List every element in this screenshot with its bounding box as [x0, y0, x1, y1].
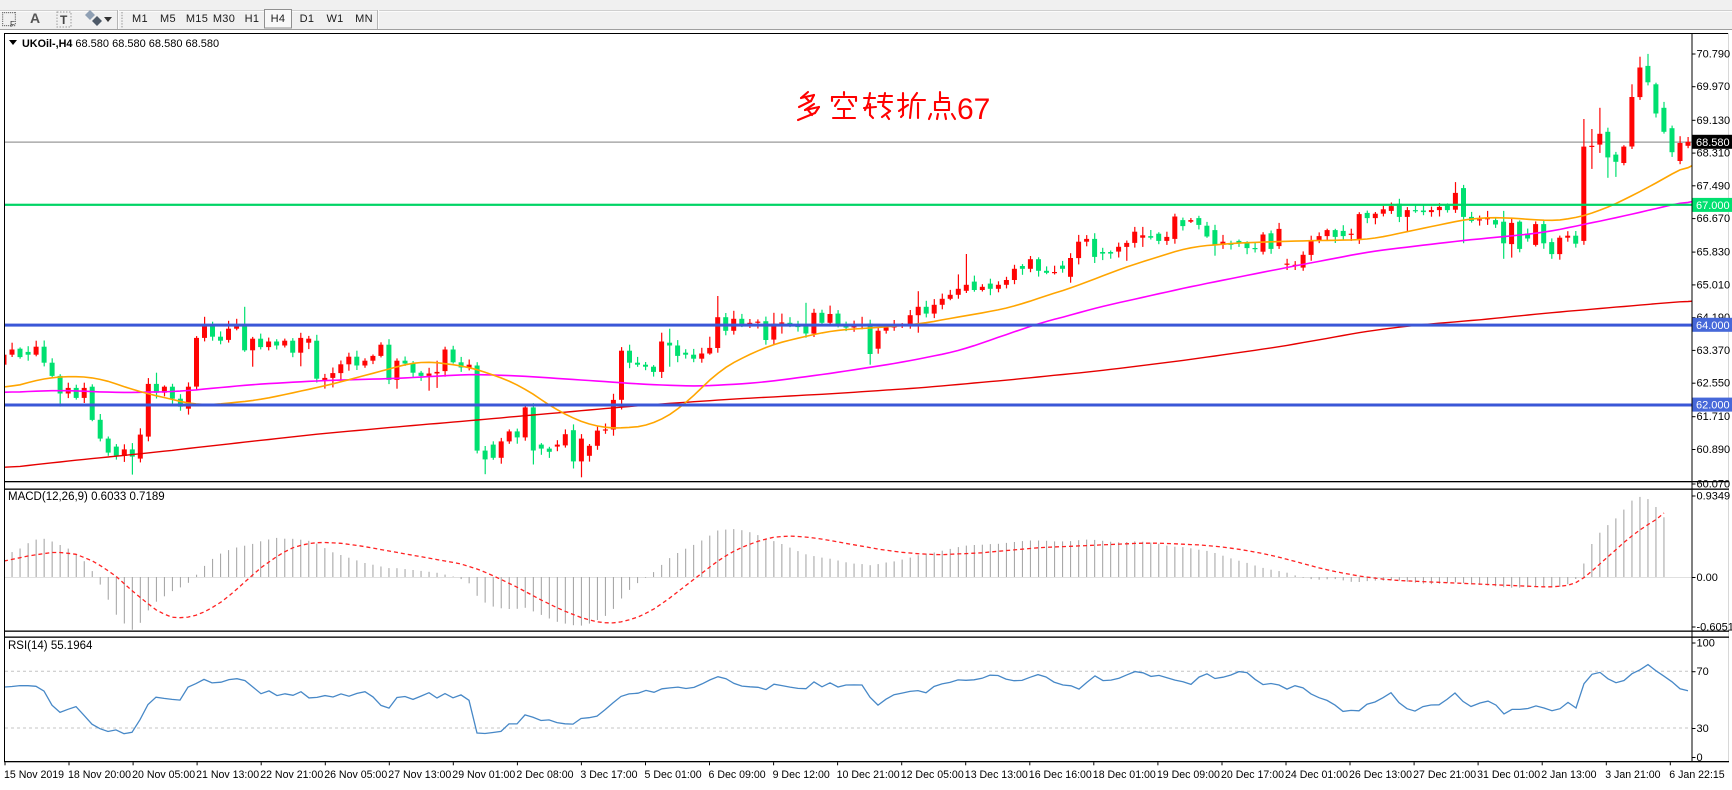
svg-text:M15: M15 — [186, 13, 208, 25]
svg-text:64.000: 64.000 — [1696, 320, 1730, 332]
svg-text:26 Dec 13:00: 26 Dec 13:00 — [1349, 769, 1412, 781]
svg-text:13 Dec 13:00: 13 Dec 13:00 — [965, 769, 1028, 781]
svg-text:60.070: 60.070 — [1697, 479, 1731, 491]
svg-text:12 Dec 05:00: 12 Dec 05:00 — [901, 769, 964, 781]
svg-text:21 Nov 13:00: 21 Nov 13:00 — [196, 769, 259, 781]
svg-text:60.890: 60.890 — [1697, 444, 1731, 456]
svg-text:A: A — [30, 10, 40, 26]
svg-text:2 Jan 13:00: 2 Jan 13:00 — [1541, 769, 1596, 781]
svg-text:9 Dec 12:00: 9 Dec 12:00 — [773, 769, 830, 781]
svg-text:68.580: 68.580 — [1696, 137, 1730, 149]
svg-text:19 Dec 09:00: 19 Dec 09:00 — [1157, 769, 1220, 781]
svg-text:-0.6051: -0.6051 — [1697, 622, 1732, 634]
svg-text:0: 0 — [1697, 752, 1703, 764]
svg-text:2 Dec 08:00: 2 Dec 08:00 — [516, 769, 573, 781]
svg-text:62.550: 62.550 — [1697, 378, 1731, 390]
svg-text:26 Nov 05:00: 26 Nov 05:00 — [324, 769, 387, 781]
svg-text:67.000: 67.000 — [1696, 200, 1730, 212]
svg-text:20 Dec 17:00: 20 Dec 17:00 — [1221, 769, 1284, 781]
svg-text:67: 67 — [957, 93, 990, 126]
svg-text:MN: MN — [355, 13, 373, 25]
svg-text:H4: H4 — [271, 13, 286, 25]
svg-text:D1: D1 — [300, 13, 315, 25]
svg-text:RSI(14) 55.1964: RSI(14) 55.1964 — [8, 640, 93, 652]
svg-text:3 Jan 21:00: 3 Jan 21:00 — [1605, 769, 1660, 781]
svg-text:65.830: 65.830 — [1697, 247, 1731, 259]
svg-text:67.490: 67.490 — [1697, 180, 1731, 192]
svg-text:68.310: 68.310 — [1697, 148, 1731, 160]
svg-text:100: 100 — [1697, 638, 1715, 650]
svg-text:24 Dec 01:00: 24 Dec 01:00 — [1285, 769, 1348, 781]
svg-text:62.000: 62.000 — [1696, 400, 1730, 412]
svg-text:MACD(12,26,9) 0.6033 0.7189: MACD(12,26,9) 0.6033 0.7189 — [8, 491, 165, 503]
svg-text:63.370: 63.370 — [1697, 345, 1731, 357]
svg-text:69.130: 69.130 — [1697, 115, 1731, 127]
svg-text:30: 30 — [1697, 723, 1709, 735]
svg-text:27 Nov 13:00: 27 Nov 13:00 — [388, 769, 451, 781]
svg-text:5 Dec 01:00: 5 Dec 01:00 — [645, 769, 702, 781]
svg-text:3 Dec 17:00: 3 Dec 17:00 — [580, 769, 637, 781]
svg-text:10 Dec 21:00: 10 Dec 21:00 — [837, 769, 900, 781]
svg-text:18 Nov 20:00: 18 Nov 20:00 — [68, 769, 131, 781]
svg-text:6 Jan 22:15: 6 Jan 22:15 — [1669, 769, 1724, 781]
svg-text:31 Dec 01:00: 31 Dec 01:00 — [1477, 769, 1540, 781]
svg-text:UKOil-,H4 68.580 68.580 68.58: UKOil-,H4 68.580 68.580 68.580 68.580 — [22, 38, 219, 50]
svg-text:27 Dec 21:00: 27 Dec 21:00 — [1413, 769, 1476, 781]
svg-text:65.010: 65.010 — [1697, 279, 1731, 291]
svg-text:70: 70 — [1697, 666, 1709, 678]
svg-text:70.790: 70.790 — [1697, 49, 1731, 61]
svg-text:F: F — [10, 20, 15, 29]
svg-text:18 Dec 01:00: 18 Dec 01:00 — [1093, 769, 1156, 781]
svg-text:29 Nov 01:00: 29 Nov 01:00 — [452, 769, 515, 781]
svg-text:20 Nov 05:00: 20 Nov 05:00 — [132, 769, 195, 781]
svg-text:W1: W1 — [326, 13, 343, 25]
svg-text:66.670: 66.670 — [1697, 213, 1731, 225]
svg-text:16 Dec 16:00: 16 Dec 16:00 — [1029, 769, 1092, 781]
svg-text:M1: M1 — [132, 13, 148, 25]
svg-text:M30: M30 — [213, 13, 235, 25]
svg-text:22 Nov 21:00: 22 Nov 21:00 — [260, 769, 323, 781]
svg-text:H1: H1 — [245, 13, 260, 25]
svg-text:69.970: 69.970 — [1697, 81, 1731, 93]
svg-text:61.710: 61.710 — [1697, 411, 1731, 423]
svg-text:T: T — [60, 13, 68, 27]
svg-text:6 Dec 09:00: 6 Dec 09:00 — [709, 769, 766, 781]
svg-text:0.9349: 0.9349 — [1697, 491, 1731, 503]
svg-text:15 Nov 2019: 15 Nov 2019 — [4, 769, 64, 781]
svg-text:0.00: 0.00 — [1697, 572, 1718, 584]
svg-text:M5: M5 — [160, 13, 176, 25]
